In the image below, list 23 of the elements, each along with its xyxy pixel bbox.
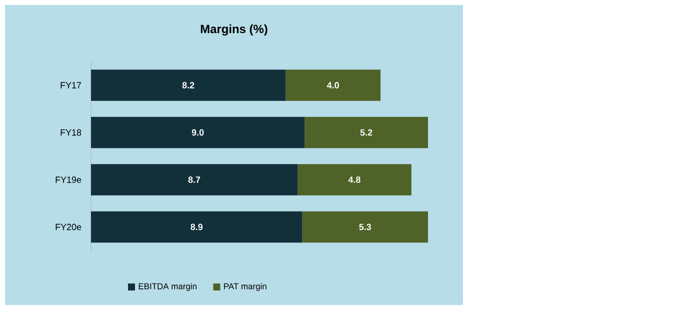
bar [91, 70, 286, 101]
bar [91, 164, 298, 196]
y-tick-label: FY20e [56, 224, 82, 230]
data-label: 9.0 [192, 129, 204, 136]
bar [304, 116, 428, 148]
legend-label: PAT margin [224, 283, 266, 291]
data-label: 8.2 [182, 82, 194, 88]
legend-label: EBITDA margin [138, 283, 196, 291]
data-label: 5.2 [360, 129, 372, 136]
y-tick-label: FY17 [60, 82, 82, 88]
bar [302, 211, 428, 243]
bar [91, 116, 305, 148]
data-label: 8.7 [188, 176, 200, 183]
data-label: 8.9 [190, 224, 203, 230]
chart-title: Margins (%) [200, 24, 268, 36]
bar [286, 70, 381, 101]
data-label: 5.3 [359, 224, 372, 230]
y-tick-label: FY18 [60, 129, 82, 136]
y-tick-label: FY19e [56, 176, 82, 183]
data-label: 4.8 [348, 176, 360, 183]
bar [297, 164, 412, 196]
data-label: 4.0 [326, 82, 339, 88]
bar [91, 211, 302, 243]
